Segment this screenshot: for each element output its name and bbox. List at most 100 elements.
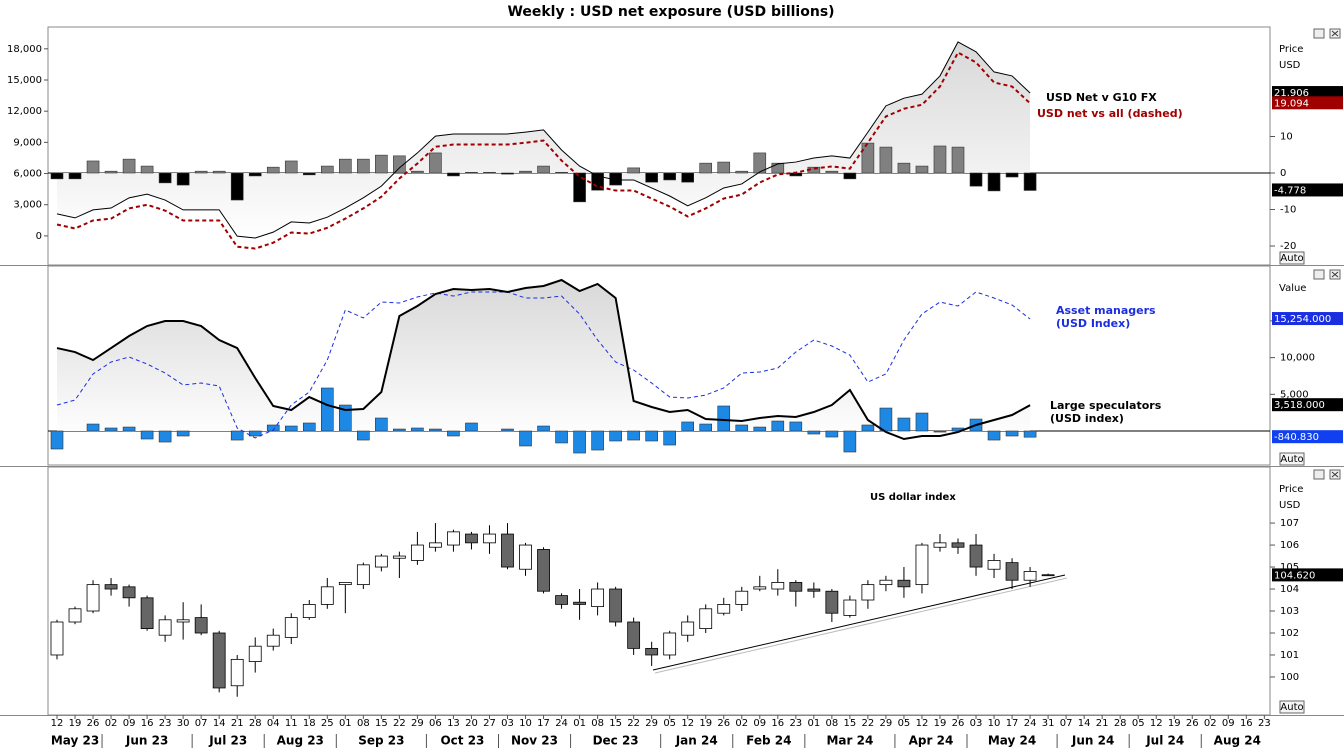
bar <box>987 430 1001 441</box>
auto-button[interactable] <box>1279 700 1305 714</box>
candle-body <box>501 533 514 568</box>
candle-body <box>465 533 478 544</box>
x-tick-label: 29 <box>880 718 893 729</box>
x-tick-label: 17 <box>1006 718 1019 729</box>
bar <box>230 430 244 441</box>
value-tag <box>1272 183 1343 197</box>
month-label: Nov 23 <box>511 734 558 748</box>
x-tick-label: 07 <box>195 718 208 729</box>
candle-body <box>266 634 280 647</box>
close-icon <box>1331 30 1339 37</box>
bar <box>717 161 731 174</box>
bar <box>284 160 298 174</box>
bar <box>176 172 190 186</box>
month-label: Jan 24 <box>675 734 718 748</box>
candle-body <box>429 542 442 548</box>
bar <box>122 158 136 174</box>
bar <box>699 162 713 174</box>
month-label: Apr 24 <box>909 734 954 748</box>
bar <box>933 145 947 174</box>
bar <box>50 172 64 180</box>
x-tick-label: 22 <box>627 718 640 729</box>
bar <box>284 425 298 432</box>
x-tick-label: 10 <box>519 718 532 729</box>
candle-body <box>248 645 262 662</box>
bar <box>375 154 388 174</box>
candle-body <box>410 544 424 561</box>
auto-button-label[interactable]: Auto <box>1280 454 1303 465</box>
restore-button[interactable] <box>1313 28 1325 39</box>
candle-body <box>735 590 749 605</box>
axis-header: Value <box>1279 283 1306 294</box>
candle-body <box>483 533 496 544</box>
candle-body <box>915 544 929 586</box>
value-tag <box>1272 398 1343 412</box>
auto-button[interactable] <box>1279 251 1305 265</box>
y-tick-label: 104 <box>1280 584 1299 595</box>
bar <box>861 142 875 174</box>
candle-body <box>284 617 298 638</box>
x-tick-label: 09 <box>123 718 136 729</box>
y-tick-label: 5,000 <box>1280 389 1309 400</box>
candle-body <box>392 555 406 559</box>
candle-body <box>230 658 244 687</box>
bar <box>339 404 352 432</box>
value-tag <box>1272 96 1343 110</box>
bar <box>266 424 280 432</box>
bar <box>627 167 640 174</box>
bar <box>501 172 514 175</box>
auto-button-label[interactable]: Auto <box>1280 702 1303 713</box>
x-tick-label: 29 <box>411 718 424 729</box>
line <box>56 41 1031 239</box>
trend-line <box>652 574 1066 671</box>
y-tick-label: -10 <box>1280 205 1296 216</box>
bar <box>915 165 929 174</box>
month-label: Dec 23 <box>593 734 639 748</box>
candle-body <box>609 588 623 623</box>
value-tag-label: 15,254.000 <box>1274 314 1331 325</box>
x-tick-label: 28 <box>249 718 262 729</box>
x-tick-label: 08 <box>825 718 838 729</box>
bar <box>897 162 911 174</box>
candle-body <box>1005 562 1019 581</box>
candle-body <box>807 588 821 592</box>
bar <box>555 430 568 444</box>
candle-body <box>140 597 154 629</box>
x-tick-label: 24 <box>1024 718 1037 729</box>
x-tick-label: 23 <box>789 718 802 729</box>
x-tick-label: 19 <box>699 718 712 729</box>
auto-button[interactable] <box>1279 452 1305 466</box>
bar <box>429 428 442 432</box>
restore-button[interactable] <box>1313 269 1325 280</box>
bar <box>519 170 532 174</box>
bar <box>573 430 586 454</box>
bar <box>393 428 406 432</box>
bar <box>357 158 370 174</box>
y-tick-label: 15,000 <box>7 75 42 86</box>
bar <box>789 421 803 432</box>
x-tick-label: 03 <box>501 718 514 729</box>
bar <box>320 387 334 432</box>
bar <box>699 423 713 432</box>
bar <box>663 430 676 446</box>
x-tick-label: 15 <box>844 718 857 729</box>
y-tick-label: -20 <box>1280 241 1296 252</box>
bar <box>140 165 154 174</box>
bar <box>807 430 821 435</box>
bar <box>825 170 839 174</box>
candle-body <box>879 579 893 586</box>
y-tick-label: 105 <box>1280 562 1299 573</box>
bar <box>339 158 352 174</box>
y-tick-label: 10 <box>1280 132 1293 143</box>
bar <box>771 162 785 174</box>
bar <box>1005 430 1019 437</box>
bar <box>411 427 424 432</box>
x-tick-label: 02 <box>105 718 118 729</box>
auto-button-label[interactable]: Auto <box>1280 253 1303 264</box>
candle-body <box>951 542 965 548</box>
bar <box>555 171 568 174</box>
bar <box>843 430 857 453</box>
x-tick-label: 12 <box>51 718 64 729</box>
restore-button[interactable] <box>1313 469 1325 480</box>
